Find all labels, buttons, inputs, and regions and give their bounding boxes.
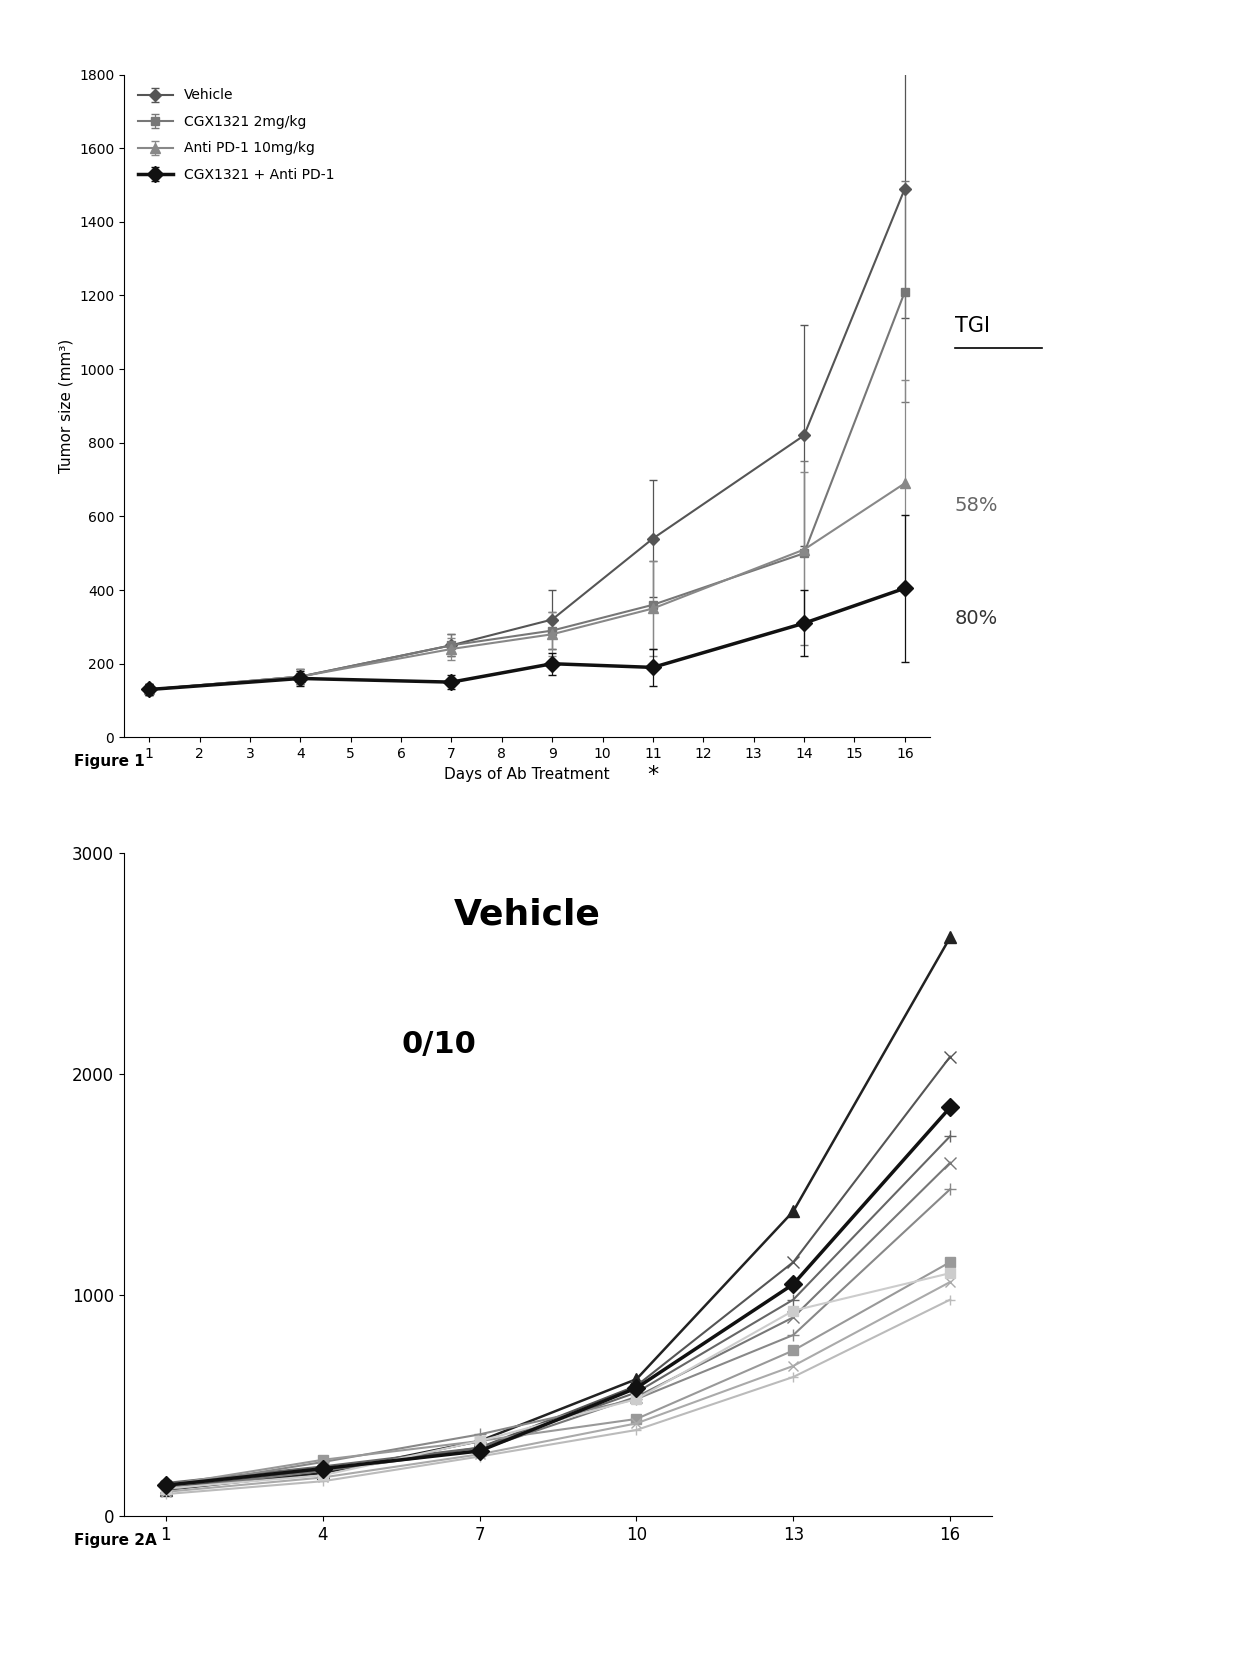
- X-axis label: Days of Ab Treatment: Days of Ab Treatment: [444, 767, 610, 782]
- Text: 0/10: 0/10: [401, 1031, 476, 1059]
- Y-axis label: Tumor size (mm³): Tumor size (mm³): [58, 338, 73, 474]
- Text: Vehicle: Vehicle: [454, 898, 600, 931]
- Text: TGI: TGI: [955, 316, 990, 336]
- Text: Figure 1: Figure 1: [74, 754, 145, 769]
- Legend: Vehicle, CGX1321 2mg/kg, Anti PD-1 10mg/kg, CGX1321 + Anti PD-1: Vehicle, CGX1321 2mg/kg, Anti PD-1 10mg/…: [131, 81, 341, 189]
- Text: *: *: [647, 766, 658, 785]
- Text: Figure 2A: Figure 2A: [74, 1533, 157, 1548]
- Text: 80%: 80%: [955, 608, 998, 628]
- Text: 58%: 58%: [955, 495, 998, 515]
